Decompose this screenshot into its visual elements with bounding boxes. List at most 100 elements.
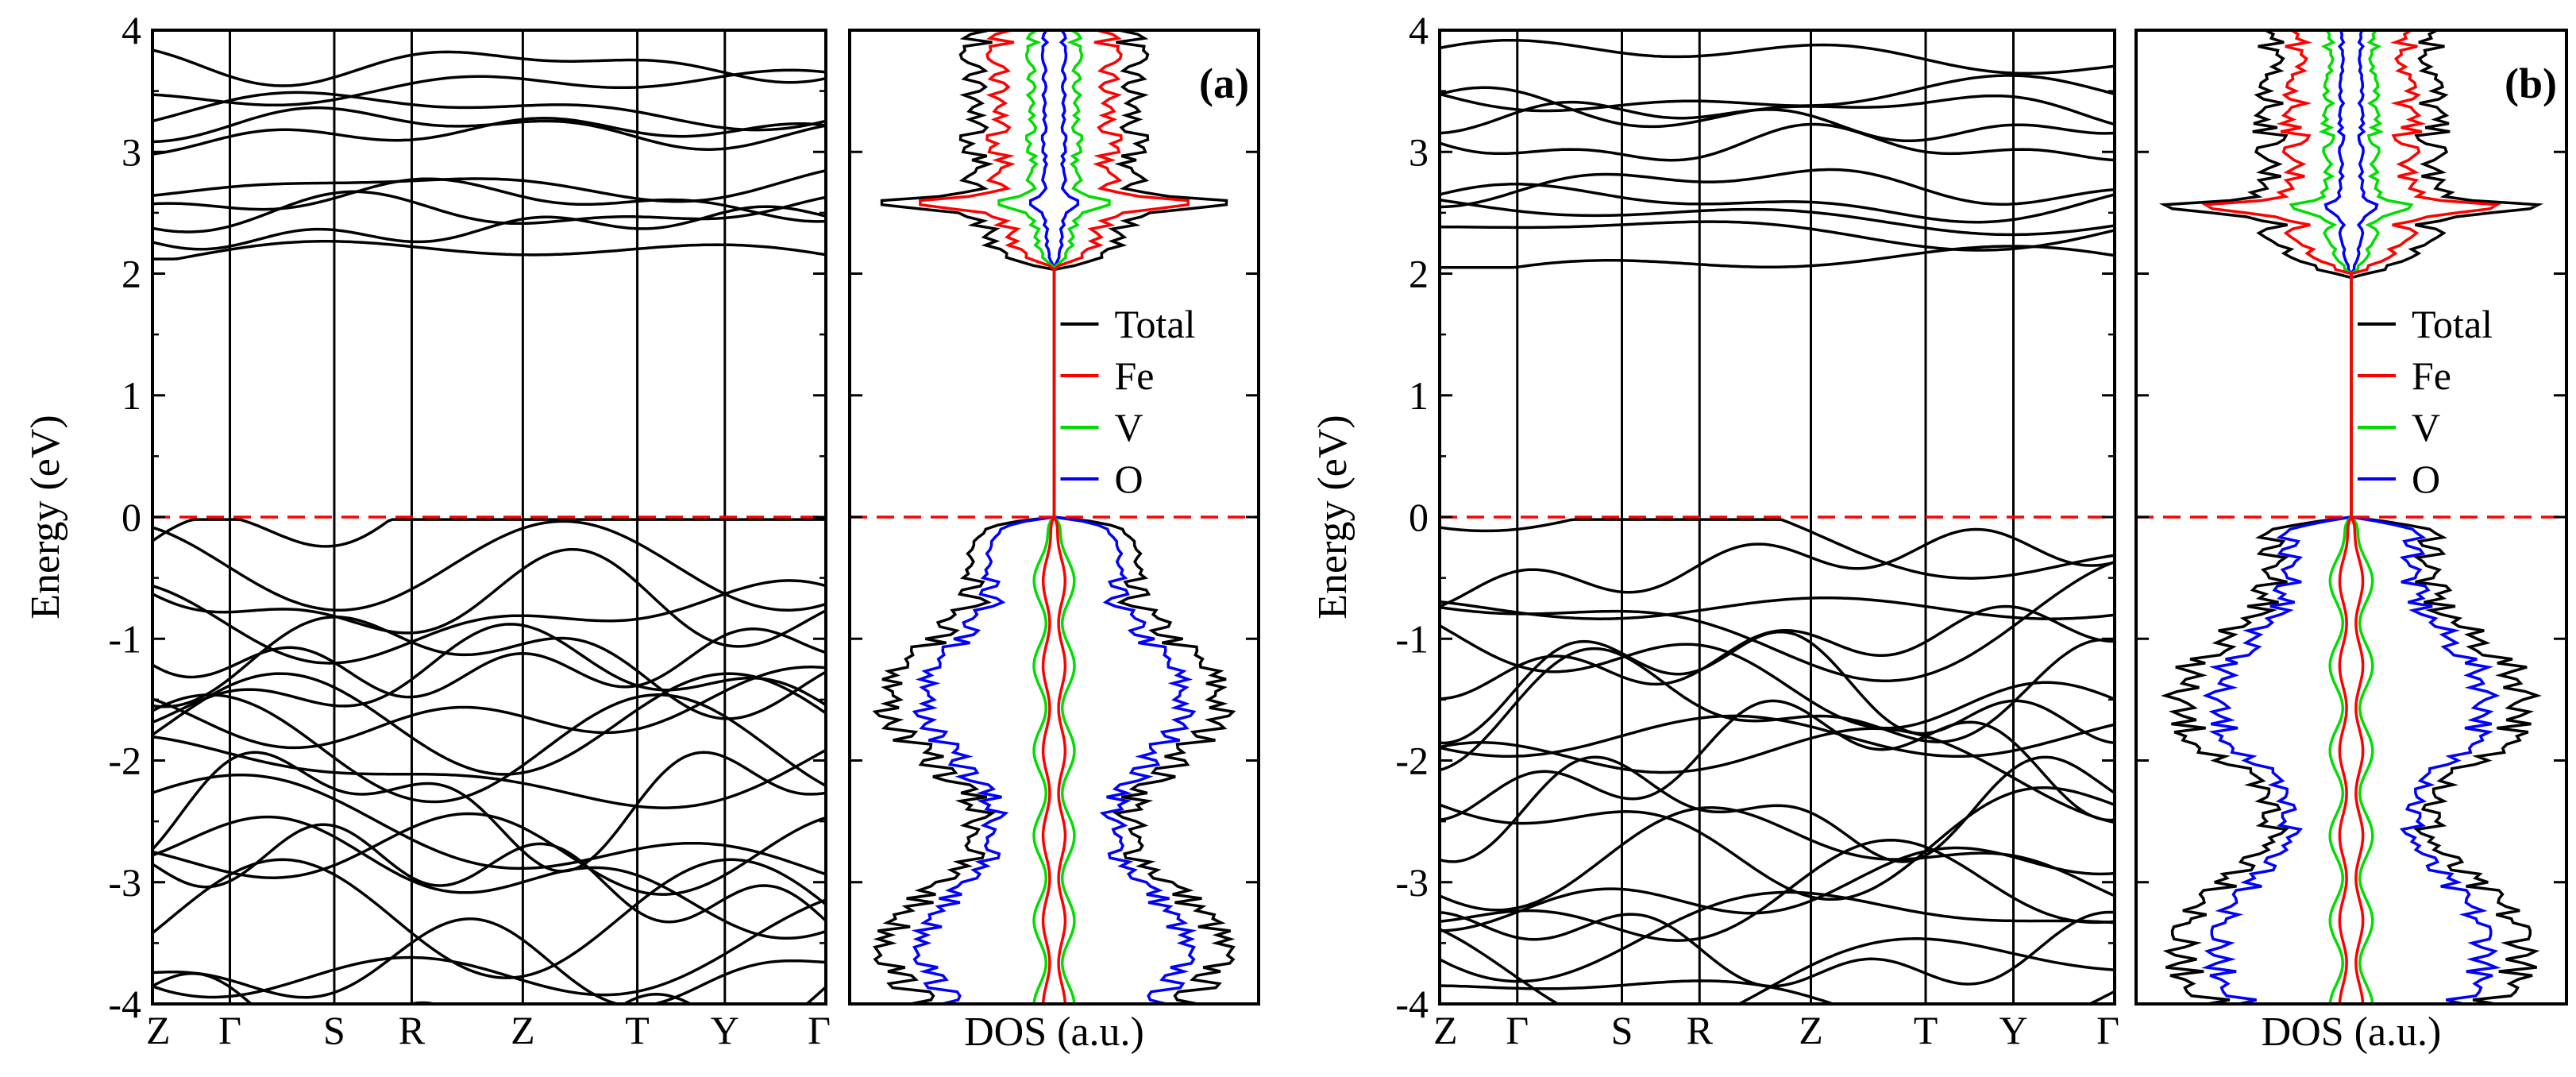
legend-label: V (1115, 405, 1143, 450)
x-axis-label: DOS (a.u.) (2262, 1009, 2442, 1055)
kpoint-label: R (1687, 1008, 1714, 1052)
band-line (1440, 890, 2115, 983)
band-line (1440, 560, 2115, 682)
band-line (152, 91, 826, 132)
kpoint-label: Y (1999, 1008, 2027, 1052)
band-line (1440, 518, 2115, 580)
band-line (152, 812, 826, 896)
y-axis-label: Energy (eV) (23, 415, 68, 620)
band-line (152, 240, 826, 261)
band-line (152, 627, 826, 699)
y-axis-label: Energy (eV) (1310, 415, 1355, 620)
band-line (1440, 245, 2115, 269)
y-tick-label: -4 (108, 982, 141, 1026)
band-line (1440, 839, 2115, 942)
band-line (152, 666, 826, 750)
band-line (1440, 910, 2115, 988)
band-line (1440, 755, 2115, 863)
band-line (1440, 979, 2115, 1004)
kpoint-label: Γ (218, 1008, 241, 1052)
y-tick-label: 0 (121, 495, 141, 539)
y-tick-label: -3 (108, 860, 141, 905)
kpoint-label: Z (1799, 1008, 1823, 1052)
band-line (1440, 786, 2115, 901)
y-tick-label: -4 (1395, 982, 1429, 1026)
panel-label: (b) (2505, 60, 2557, 107)
band-line (152, 693, 826, 804)
x-axis-label: DOS (a.u.) (964, 1009, 1144, 1055)
legend-label: Total (2412, 302, 2493, 346)
band-line (152, 616, 826, 720)
y-tick-label: -1 (1395, 616, 1429, 661)
band-line (1440, 596, 2115, 620)
band-line (152, 815, 826, 940)
band-line (1440, 624, 2115, 730)
band-line (152, 672, 826, 776)
kpoint-label: Γ (1506, 1008, 1529, 1052)
y-tick-label: 3 (1409, 129, 1429, 174)
kpoint-label: Γ (2096, 1008, 2119, 1052)
panel-label: (a) (1199, 60, 1249, 107)
kpoint-label: T (1914, 1008, 1938, 1052)
band-line (152, 858, 826, 979)
band-line (152, 735, 826, 809)
band-line (152, 623, 826, 724)
kpoint-label: Z (511, 1008, 535, 1052)
band-line (152, 169, 826, 203)
band-lines (152, 48, 826, 1004)
band-line (152, 68, 826, 107)
band-line (152, 518, 826, 548)
kpoint-label: Z (146, 1008, 171, 1052)
y-tick-label: 2 (1409, 252, 1429, 296)
kpoint-label: S (323, 1008, 345, 1052)
band-line (1440, 630, 2115, 745)
band-line (1440, 122, 2115, 162)
kpoint-label: Y (711, 1008, 739, 1052)
legend-label: O (1115, 457, 1143, 501)
band-line (152, 48, 826, 87)
y-tick-label: 3 (121, 129, 141, 174)
kpoint-label: R (399, 1008, 426, 1052)
y-tick-label: -1 (108, 616, 141, 661)
band-line (152, 519, 826, 612)
band-line (1440, 168, 2115, 209)
band-line (1440, 527, 2115, 608)
dos-panel-dos-b: (b) Total Fe VO DOS (a.u.) (2134, 29, 2568, 1055)
dos-curve-fe-left (2200, 30, 2353, 1004)
band-line (152, 190, 826, 234)
band-line (1440, 727, 2115, 824)
legend-label: Fe (2412, 353, 2451, 398)
legend-label: V (2412, 405, 2440, 450)
y-tick-label: 2 (121, 252, 141, 296)
kpoint-label: S (1611, 1008, 1633, 1052)
legend-label: Total (1115, 302, 1196, 346)
dos-lines (2158, 30, 2544, 1004)
band-line (152, 823, 826, 924)
dos-panel-dos-a: (a) Total Fe VO DOS (a.u.) (848, 29, 1260, 1055)
band-line (152, 205, 826, 251)
y-tick-label: -3 (1395, 860, 1429, 905)
y-tick-label: 1 (121, 373, 141, 418)
kpoint-label: Γ (808, 1008, 831, 1052)
band-line (1440, 928, 2115, 1004)
y-tick-label: 4 (121, 8, 141, 52)
y-tick-label: 1 (1409, 373, 1429, 418)
band-line (1440, 220, 2115, 252)
band-line (1440, 86, 2115, 129)
y-tick-label: 4 (1409, 8, 1429, 52)
band-line (1440, 846, 2115, 932)
band-line (152, 106, 826, 151)
legend-label: Fe (1115, 353, 1155, 398)
band-line (1440, 699, 2115, 822)
band-line (152, 579, 826, 665)
legend-label: O (2412, 457, 2440, 501)
kpoint-label: Z (1433, 1008, 1458, 1052)
y-tick-label: -2 (108, 739, 141, 783)
y-tick-label: 0 (1409, 495, 1429, 539)
kpoint-label: T (625, 1008, 650, 1052)
y-tick-label: -2 (1395, 739, 1429, 783)
band-line (1440, 198, 2115, 237)
band-line (152, 177, 826, 223)
